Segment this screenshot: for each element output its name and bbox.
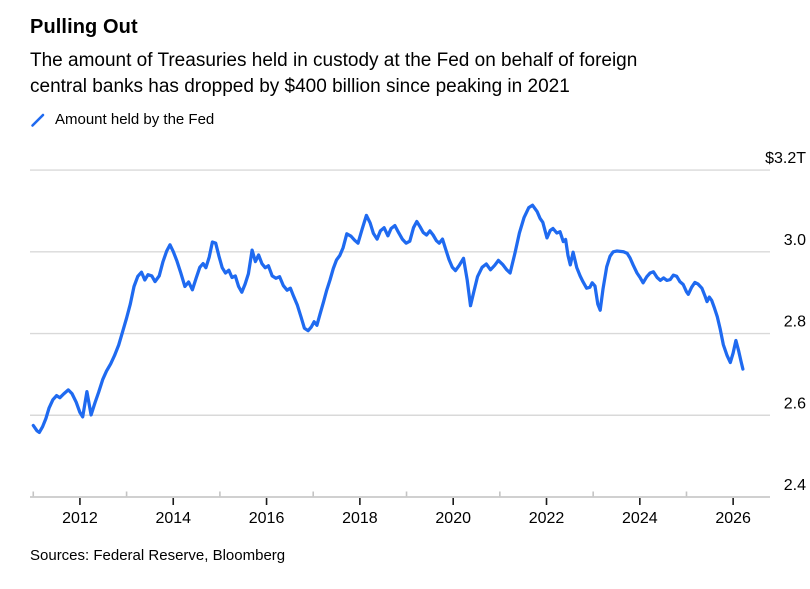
subtitle-line-2: central banks has dropped by $400 billio… <box>30 76 570 97</box>
x-tick-label: 2018 <box>342 510 378 527</box>
legend-label: Amount held by the Fed <box>55 111 215 128</box>
chart-header: Pulling Out The amount of Treasuries hel… <box>0 0 810 128</box>
y-tick-label: 2.8 <box>784 314 806 331</box>
x-tick-label: 2020 <box>435 510 471 527</box>
x-tick-label: 2026 <box>715 510 751 527</box>
page-title: Pulling Out <box>30 16 138 38</box>
x-tick-label: 2024 <box>622 510 658 527</box>
y-tick-label: 2.4 <box>784 477 806 494</box>
y-tick-label: $3.2T <box>765 150 806 167</box>
data-line <box>31 203 745 435</box>
y-tick-label: 3.0 <box>784 232 806 249</box>
x-tick-label: 2012 <box>62 510 98 527</box>
x-tick-label: 2022 <box>529 510 565 527</box>
y-tick-label: 2.6 <box>784 395 806 412</box>
legend: Amount held by the Fed <box>30 111 780 128</box>
x-tick-label: 2014 <box>155 510 191 527</box>
chart-subtitle: The amount of Treasuries held in custody… <box>30 48 780 100</box>
line-chart: $3.2T 3.0 2.8 2.6 2.4 2012 2014 2016 2018 2020 202… <box>30 150 806 527</box>
subtitle-line-1: The amount of Treasuries held in custody… <box>30 50 638 71</box>
sources-note: Sources: Federal Reserve, Bloomberg <box>30 547 286 564</box>
x-tick-label: 2016 <box>249 510 285 527</box>
legend-line-marker-icon <box>31 113 45 127</box>
